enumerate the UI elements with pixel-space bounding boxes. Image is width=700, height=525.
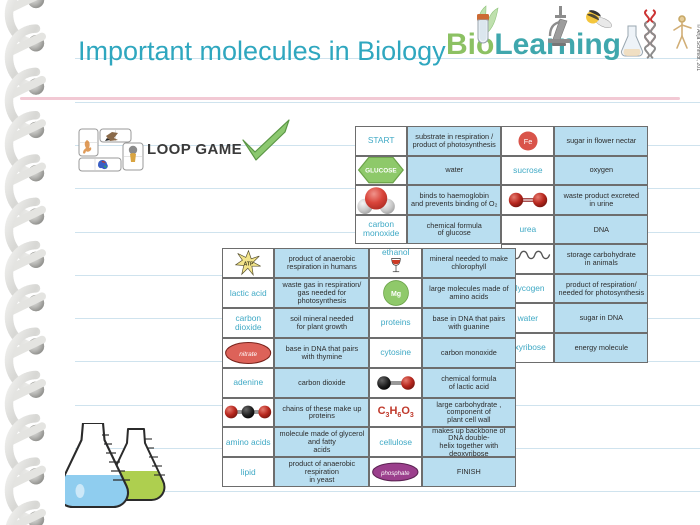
svg-text:© Anja Schmidt, 2017: © Anja Schmidt, 2017	[695, 24, 700, 72]
svg-text:Fe: Fe	[524, 137, 533, 146]
svg-text:nitrate: nitrate	[239, 351, 257, 358]
svg-text:GLUCOSE: GLUCOSE	[365, 168, 396, 175]
svg-text:ATP: ATP	[243, 261, 253, 267]
svg-text:phosphate: phosphate	[381, 471, 411, 477]
svg-text:Mg: Mg	[391, 291, 401, 298]
